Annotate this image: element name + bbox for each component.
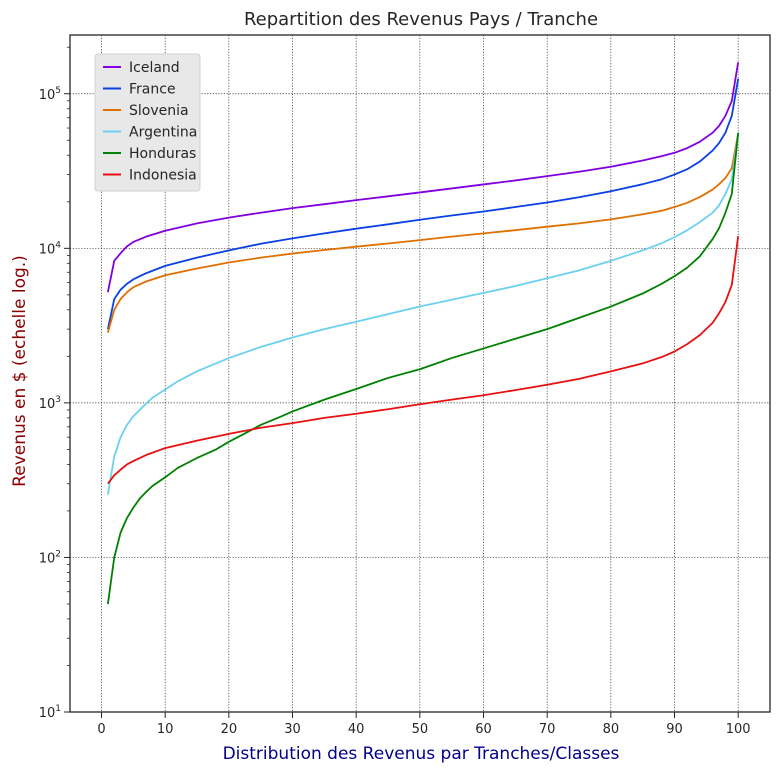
legend-label: Indonesia <box>129 168 197 184</box>
series-line-indonesia <box>107 235 740 485</box>
y-axis-label: Revenus en $ (echelle log.) <box>10 255 30 487</box>
legend-label: Iceland <box>129 60 180 76</box>
y-tick-label: 103 <box>39 395 61 412</box>
legend-label: Slovenia <box>129 103 189 119</box>
x-tick-label: 90 <box>666 722 683 737</box>
y-tick-label: 104 <box>39 240 62 257</box>
series-line-honduras <box>106 132 740 605</box>
legend-label: Honduras <box>129 146 196 162</box>
x-tick-label: 10 <box>157 722 174 737</box>
x-tick-label: 60 <box>475 722 492 737</box>
x-tick-label: 100 <box>726 722 751 737</box>
x-tick-label: 80 <box>603 722 620 737</box>
chart-title: Repartition des Revenus Pays / Tranche <box>244 9 598 30</box>
series-line-iceland <box>106 62 740 293</box>
x-tick-label: 0 <box>97 722 105 737</box>
x-tick-label: 40 <box>348 722 365 737</box>
series-lines <box>106 62 740 605</box>
tick-labels: 0 10 20 30 40 50 60 70 80 90 100 101 102 103 104 105 <box>39 46 751 737</box>
series-line-argentina <box>106 133 740 495</box>
y-tick-label: 101 <box>39 704 61 721</box>
x-tick-label: 70 <box>539 722 556 737</box>
legend-label: Argentina <box>129 125 197 141</box>
x-tick-label: 30 <box>284 722 301 737</box>
y-tick-label: 102 <box>39 549 61 566</box>
x-axis-label: Distribution des Revenus par Tranches/Cl… <box>223 744 620 764</box>
series-line-france <box>106 78 740 330</box>
legend: Iceland France Slovenia Argentina Honduras In… <box>94 53 201 192</box>
x-tick-label: 50 <box>412 722 429 737</box>
legend-box <box>94 53 201 192</box>
y-tick-label: 105 <box>39 86 61 103</box>
legend-label: France <box>129 82 176 98</box>
gridlines <box>70 35 770 713</box>
x-tick-label: 20 <box>221 722 238 737</box>
series-line-slovenia <box>107 133 740 333</box>
